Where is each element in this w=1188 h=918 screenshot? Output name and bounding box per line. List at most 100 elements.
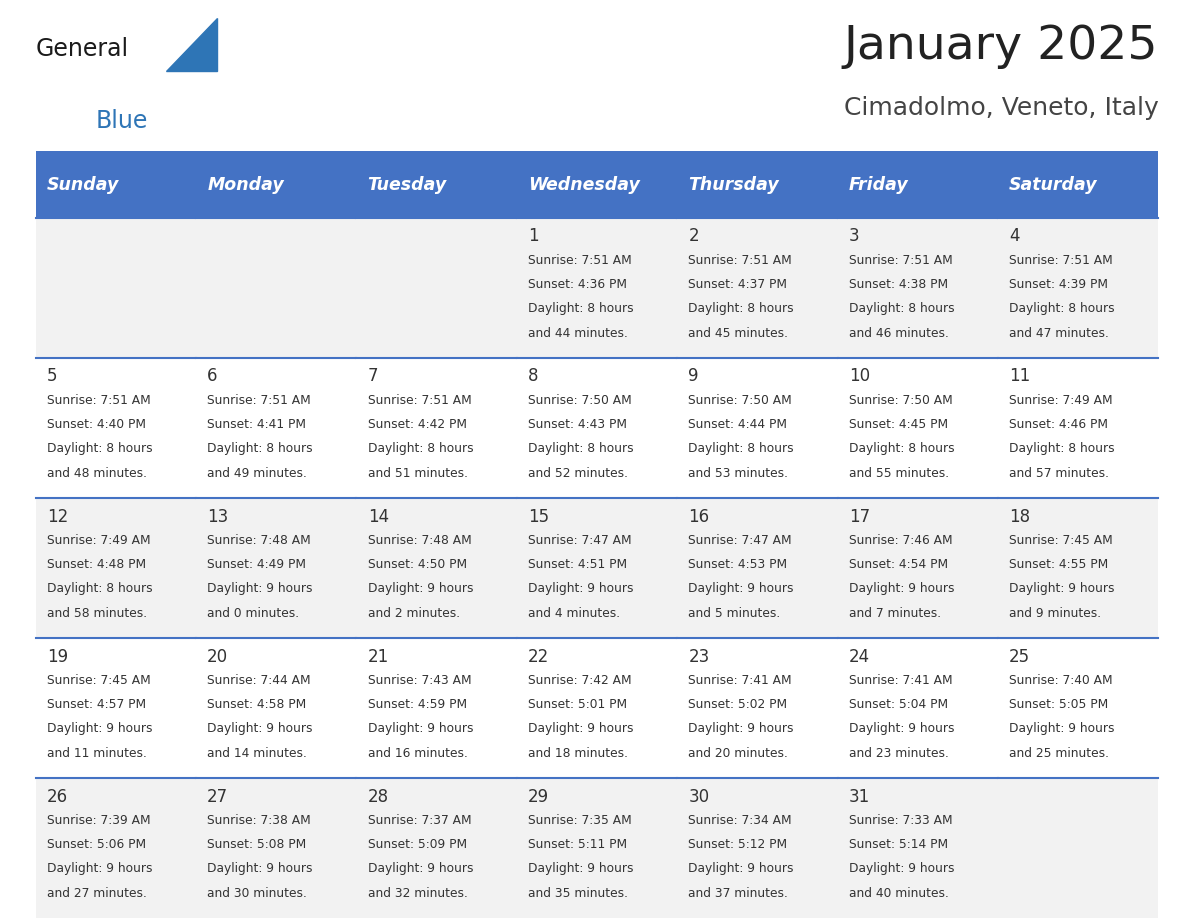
Text: Sunset: 4:38 PM: Sunset: 4:38 PM [848, 278, 948, 291]
Text: Saturday: Saturday [1009, 175, 1098, 194]
Text: Sunset: 4:44 PM: Sunset: 4:44 PM [688, 418, 788, 431]
Text: Sunset: 4:57 PM: Sunset: 4:57 PM [46, 698, 146, 711]
Text: and 2 minutes.: and 2 minutes. [367, 607, 460, 620]
Text: Blue: Blue [95, 109, 147, 133]
Text: Sunrise: 7:48 AM: Sunrise: 7:48 AM [207, 534, 311, 547]
Text: and 37 minutes.: and 37 minutes. [688, 887, 789, 901]
Text: Daylight: 9 hours: Daylight: 9 hours [688, 582, 794, 595]
Text: Sunset: 5:06 PM: Sunset: 5:06 PM [46, 838, 146, 851]
Text: Sunset: 4:59 PM: Sunset: 4:59 PM [367, 698, 467, 711]
Text: Daylight: 9 hours: Daylight: 9 hours [527, 862, 633, 875]
Text: Sunrise: 7:34 AM: Sunrise: 7:34 AM [688, 814, 792, 827]
Text: Sunset: 4:36 PM: Sunset: 4:36 PM [527, 278, 627, 291]
Text: Sunset: 4:41 PM: Sunset: 4:41 PM [207, 418, 307, 431]
Text: Daylight: 9 hours: Daylight: 9 hours [527, 722, 633, 735]
Text: Daylight: 8 hours: Daylight: 8 hours [46, 582, 152, 595]
Text: and 27 minutes.: and 27 minutes. [46, 887, 147, 901]
Text: Daylight: 8 hours: Daylight: 8 hours [688, 442, 794, 454]
Text: and 30 minutes.: and 30 minutes. [207, 887, 308, 901]
Text: 3: 3 [848, 228, 859, 245]
Text: 2: 2 [688, 228, 699, 245]
Text: and 32 minutes.: and 32 minutes. [367, 887, 468, 901]
Text: and 47 minutes.: and 47 minutes. [1009, 327, 1110, 340]
Text: Sunrise: 7:45 AM: Sunrise: 7:45 AM [1009, 534, 1113, 547]
Text: Sunrise: 7:47 AM: Sunrise: 7:47 AM [688, 534, 792, 547]
Text: 28: 28 [367, 788, 388, 806]
Text: General: General [36, 38, 128, 62]
Text: Sunrise: 7:40 AM: Sunrise: 7:40 AM [1009, 674, 1113, 688]
Text: and 46 minutes.: and 46 minutes. [848, 327, 949, 340]
Text: Sunset: 4:55 PM: Sunset: 4:55 PM [1009, 558, 1108, 571]
Text: Sunset: 4:58 PM: Sunset: 4:58 PM [207, 698, 307, 711]
Text: Daylight: 9 hours: Daylight: 9 hours [207, 862, 312, 875]
Text: Sunset: 4:40 PM: Sunset: 4:40 PM [46, 418, 146, 431]
Text: Daylight: 9 hours: Daylight: 9 hours [688, 862, 794, 875]
Text: and 18 minutes.: and 18 minutes. [527, 747, 628, 760]
Text: 27: 27 [207, 788, 228, 806]
Text: 19: 19 [46, 647, 68, 666]
Text: 10: 10 [848, 367, 870, 386]
Text: Sunrise: 7:33 AM: Sunrise: 7:33 AM [848, 814, 953, 827]
Text: 14: 14 [367, 508, 388, 525]
Text: 9: 9 [688, 367, 699, 386]
Text: Daylight: 8 hours: Daylight: 8 hours [848, 442, 954, 454]
Text: Monday: Monday [207, 175, 284, 194]
Text: Sunset: 4:50 PM: Sunset: 4:50 PM [367, 558, 467, 571]
Text: and 55 minutes.: and 55 minutes. [848, 467, 949, 480]
Text: 26: 26 [46, 788, 68, 806]
Text: 15: 15 [527, 508, 549, 525]
Text: and 7 minutes.: and 7 minutes. [848, 607, 941, 620]
Text: 8: 8 [527, 367, 538, 386]
Text: and 44 minutes.: and 44 minutes. [527, 327, 628, 340]
Text: 23: 23 [688, 647, 709, 666]
Text: Daylight: 9 hours: Daylight: 9 hours [848, 862, 954, 875]
Text: Daylight: 8 hours: Daylight: 8 hours [848, 302, 954, 315]
Text: Sunrise: 7:43 AM: Sunrise: 7:43 AM [367, 674, 472, 688]
Text: and 51 minutes.: and 51 minutes. [367, 467, 468, 480]
Text: Thursday: Thursday [688, 175, 779, 194]
Text: 22: 22 [527, 647, 549, 666]
Text: Sunrise: 7:37 AM: Sunrise: 7:37 AM [367, 814, 472, 827]
Text: 24: 24 [848, 647, 870, 666]
Text: Sunrise: 7:50 AM: Sunrise: 7:50 AM [527, 394, 632, 407]
Text: and 5 minutes.: and 5 minutes. [688, 607, 781, 620]
Text: and 57 minutes.: and 57 minutes. [1009, 467, 1110, 480]
Text: 31: 31 [848, 788, 870, 806]
Text: and 49 minutes.: and 49 minutes. [207, 467, 308, 480]
Text: Sunrise: 7:49 AM: Sunrise: 7:49 AM [1009, 394, 1113, 407]
Text: 20: 20 [207, 647, 228, 666]
Text: Cimadolmo, Veneto, Italy: Cimadolmo, Veneto, Italy [843, 95, 1158, 120]
Text: Sunrise: 7:51 AM: Sunrise: 7:51 AM [688, 254, 792, 267]
Text: Daylight: 8 hours: Daylight: 8 hours [1009, 302, 1114, 315]
Text: 17: 17 [848, 508, 870, 525]
Text: Sunrise: 7:44 AM: Sunrise: 7:44 AM [207, 674, 311, 688]
Text: Sunrise: 7:39 AM: Sunrise: 7:39 AM [46, 814, 151, 827]
Text: Sunrise: 7:49 AM: Sunrise: 7:49 AM [46, 534, 151, 547]
Text: Sunset: 4:53 PM: Sunset: 4:53 PM [688, 558, 788, 571]
Text: 6: 6 [207, 367, 217, 386]
Text: Sunset: 4:51 PM: Sunset: 4:51 PM [527, 558, 627, 571]
Text: and 23 minutes.: and 23 minutes. [848, 747, 949, 760]
Text: Sunday: Sunday [46, 175, 119, 194]
Text: Sunset: 4:49 PM: Sunset: 4:49 PM [207, 558, 307, 571]
Text: Daylight: 8 hours: Daylight: 8 hours [1009, 442, 1114, 454]
Text: Daylight: 9 hours: Daylight: 9 hours [367, 582, 473, 595]
Text: and 16 minutes.: and 16 minutes. [367, 747, 468, 760]
Text: and 4 minutes.: and 4 minutes. [527, 607, 620, 620]
Text: and 14 minutes.: and 14 minutes. [207, 747, 308, 760]
Text: Sunrise: 7:42 AM: Sunrise: 7:42 AM [527, 674, 632, 688]
Text: and 9 minutes.: and 9 minutes. [1009, 607, 1101, 620]
Text: Sunrise: 7:47 AM: Sunrise: 7:47 AM [527, 534, 632, 547]
Text: 18: 18 [1009, 508, 1030, 525]
Text: Sunrise: 7:41 AM: Sunrise: 7:41 AM [688, 674, 792, 688]
Text: Sunset: 4:39 PM: Sunset: 4:39 PM [1009, 278, 1108, 291]
Text: Wednesday: Wednesday [527, 175, 640, 194]
Text: Daylight: 9 hours: Daylight: 9 hours [527, 582, 633, 595]
Text: and 11 minutes.: and 11 minutes. [46, 747, 147, 760]
Text: Daylight: 9 hours: Daylight: 9 hours [207, 582, 312, 595]
Text: 21: 21 [367, 647, 388, 666]
Text: Sunset: 5:14 PM: Sunset: 5:14 PM [848, 838, 948, 851]
Text: and 25 minutes.: and 25 minutes. [1009, 747, 1110, 760]
Text: and 20 minutes.: and 20 minutes. [688, 747, 789, 760]
Text: and 58 minutes.: and 58 minutes. [46, 607, 147, 620]
